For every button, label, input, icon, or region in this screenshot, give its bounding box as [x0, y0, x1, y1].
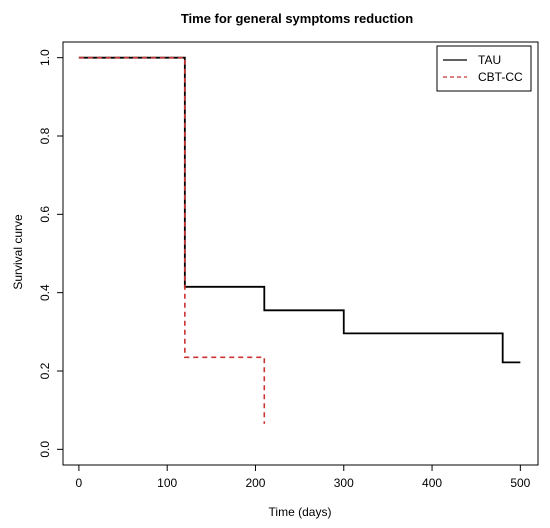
legend-label: CBT-CC — [478, 70, 523, 84]
legend: TAU CBT-CC — [436, 45, 532, 92]
y-tick-label: 0.6 — [38, 206, 52, 223]
y-axis-label: Survival curve — [11, 214, 25, 290]
y-tick-label: 0.2 — [38, 362, 52, 379]
y-tick-label: 0.8 — [38, 127, 52, 144]
x-tick-label: 200 — [245, 476, 265, 490]
legend-label: TAU — [478, 53, 501, 67]
x-tick-label: 300 — [334, 476, 354, 490]
x-axis: 0 100 200 300 400 500 — [76, 465, 531, 490]
x-tick-label: 500 — [510, 476, 530, 490]
x-axis-label: Time (days) — [269, 505, 332, 519]
chart-title: Time for general symptoms reduction — [181, 11, 413, 26]
y-tick-label: 0.4 — [38, 284, 52, 301]
series-line-tau — [78, 56, 521, 364]
y-tick-label: 1.0 — [38, 49, 52, 66]
legend-box — [436, 45, 532, 92]
series-line-cbt-cc — [78, 56, 266, 424]
x-tick-label: 100 — [157, 476, 177, 490]
x-tick-label: 0 — [76, 476, 83, 490]
y-axis: 0.0 0.2 0.4 0.6 0.8 1.0 — [38, 49, 63, 458]
series-layer — [78, 56, 521, 424]
plot-frame — [62, 41, 539, 466]
x-tick-label: 400 — [422, 476, 442, 490]
y-tick-label: 0.0 — [38, 441, 52, 458]
